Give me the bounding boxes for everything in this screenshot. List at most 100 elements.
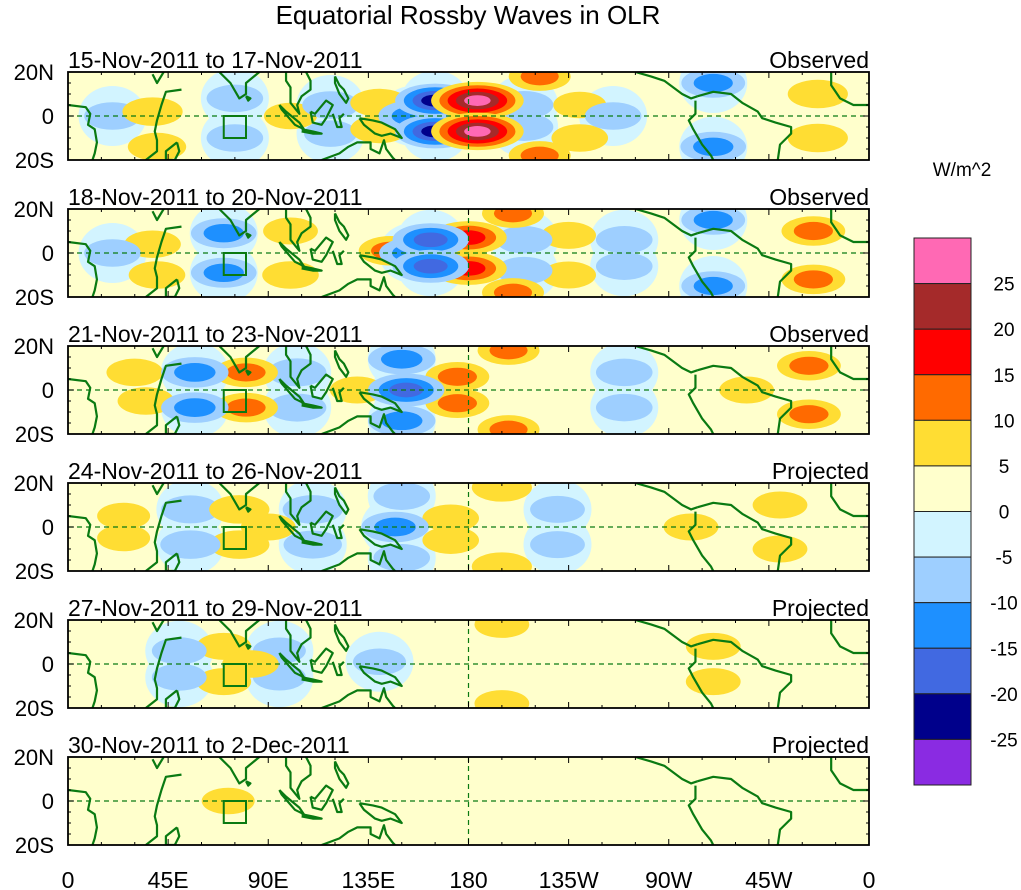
anomaly-contour bbox=[493, 209, 533, 223]
y-tick-label: 0 bbox=[42, 241, 54, 266]
anomaly-contour bbox=[373, 483, 431, 510]
panel-status: Projected bbox=[772, 595, 869, 621]
colorbar-label: 10 bbox=[993, 411, 1014, 432]
region-box bbox=[222, 252, 247, 276]
colorbar-box bbox=[913, 465, 972, 512]
anomaly-contour bbox=[595, 226, 653, 254]
panel-date-range: 18-Nov-2011 to 20-Nov-2011 bbox=[68, 184, 363, 210]
coastline bbox=[68, 788, 99, 845]
anomaly-contour bbox=[789, 356, 829, 375]
coastline bbox=[321, 550, 396, 571]
coastline bbox=[218, 620, 261, 648]
anomaly-contour bbox=[464, 95, 491, 106]
coastline bbox=[309, 647, 334, 674]
coastline bbox=[321, 413, 396, 434]
coastline bbox=[145, 225, 182, 297]
coastline bbox=[830, 346, 869, 381]
anomaly-contour bbox=[437, 367, 478, 386]
anomaly-contour bbox=[520, 146, 559, 160]
coastline bbox=[687, 511, 715, 571]
coastline bbox=[145, 88, 182, 160]
colorbar-box bbox=[913, 328, 972, 376]
y-tick-label: 20S bbox=[15, 559, 54, 584]
region-box bbox=[222, 115, 247, 139]
colorbar-label: -20 bbox=[990, 685, 1017, 706]
colorbar-box bbox=[913, 602, 972, 649]
coastlines bbox=[68, 620, 869, 708]
coastline bbox=[321, 139, 396, 160]
anomaly-contour bbox=[520, 72, 559, 86]
y-tick-label: 0 bbox=[42, 515, 54, 540]
colorbar-label: -5 bbox=[996, 548, 1013, 569]
anomaly-contour bbox=[787, 123, 848, 153]
x-tick-label: 90W bbox=[645, 867, 693, 890]
region-box bbox=[222, 526, 247, 550]
anomaly-contour bbox=[464, 126, 491, 137]
coastline bbox=[309, 99, 334, 126]
coastlines bbox=[68, 483, 869, 571]
anomaly-contour bbox=[267, 393, 327, 422]
coastline bbox=[145, 636, 182, 708]
coastline bbox=[333, 486, 350, 515]
colorbar-label: -15 bbox=[990, 639, 1017, 660]
panel-4: 20N 0 20S 24-Nov-2011 to 26-Nov-2011 Project… bbox=[14, 458, 870, 584]
y-tick-label: 20N bbox=[14, 608, 54, 633]
coastline bbox=[68, 651, 99, 708]
coastline bbox=[284, 346, 312, 389]
anomaly-contour bbox=[471, 483, 532, 502]
coastline bbox=[301, 265, 323, 272]
coastline bbox=[301, 676, 323, 683]
colorbar-label: -10 bbox=[990, 594, 1017, 615]
y-tick-label: 0 bbox=[42, 378, 54, 403]
colorbar-label: 15 bbox=[993, 366, 1014, 387]
panel-status: Projected bbox=[772, 458, 869, 484]
anomaly-contour bbox=[122, 97, 183, 126]
coastline bbox=[164, 826, 181, 845]
colorbar-box bbox=[913, 738, 972, 786]
anomaly-contour bbox=[693, 210, 733, 230]
colorbar-box bbox=[913, 237, 972, 285]
coastline bbox=[635, 72, 699, 100]
anomaly-contour bbox=[413, 258, 448, 274]
anomaly-contour bbox=[551, 124, 609, 152]
anomaly-contour bbox=[304, 120, 358, 147]
coastlines bbox=[68, 757, 869, 845]
coastline bbox=[151, 72, 165, 85]
colorbar-box bbox=[913, 511, 972, 558]
colorbar-label: 0 bbox=[999, 503, 1010, 524]
coastline bbox=[301, 128, 323, 135]
panels-group: 20N 0 20S 15-Nov-2011 to 17-Nov-2011 Observe… bbox=[14, 47, 870, 858]
coastline bbox=[164, 278, 181, 297]
anomaly-contour bbox=[84, 239, 141, 267]
anomaly-contour bbox=[693, 73, 733, 93]
anomaly-contour bbox=[793, 221, 834, 241]
anomaly-contour bbox=[474, 690, 530, 708]
coastline bbox=[697, 227, 793, 297]
coastline bbox=[358, 528, 403, 551]
anomaly-contour bbox=[495, 256, 553, 285]
coastline bbox=[687, 785, 715, 845]
anomaly-contour bbox=[151, 663, 207, 691]
coastline bbox=[245, 780, 252, 787]
coastline bbox=[245, 643, 252, 650]
anomaly-contour bbox=[174, 398, 216, 417]
panel-date-range: 24-Nov-2011 to 26-Nov-2011 bbox=[68, 458, 363, 484]
coastline bbox=[331, 524, 345, 540]
anomaly-contour bbox=[693, 137, 734, 157]
colorbar-label: 5 bbox=[999, 457, 1010, 478]
colorbar-box bbox=[913, 374, 972, 421]
coastline bbox=[245, 95, 252, 102]
region-box bbox=[222, 389, 247, 413]
panel-status: Observed bbox=[769, 47, 869, 73]
y-tick-label: 20S bbox=[15, 285, 54, 310]
coastline bbox=[635, 620, 699, 648]
coastline bbox=[218, 483, 261, 511]
region-box bbox=[222, 663, 247, 687]
y-tick-label: 20N bbox=[14, 60, 54, 85]
coastline bbox=[284, 620, 312, 663]
coastline bbox=[301, 402, 323, 409]
coastline bbox=[218, 346, 261, 374]
coastline bbox=[309, 373, 334, 400]
anomaly-contour bbox=[206, 84, 264, 113]
colorbar-label: -25 bbox=[990, 730, 1017, 751]
